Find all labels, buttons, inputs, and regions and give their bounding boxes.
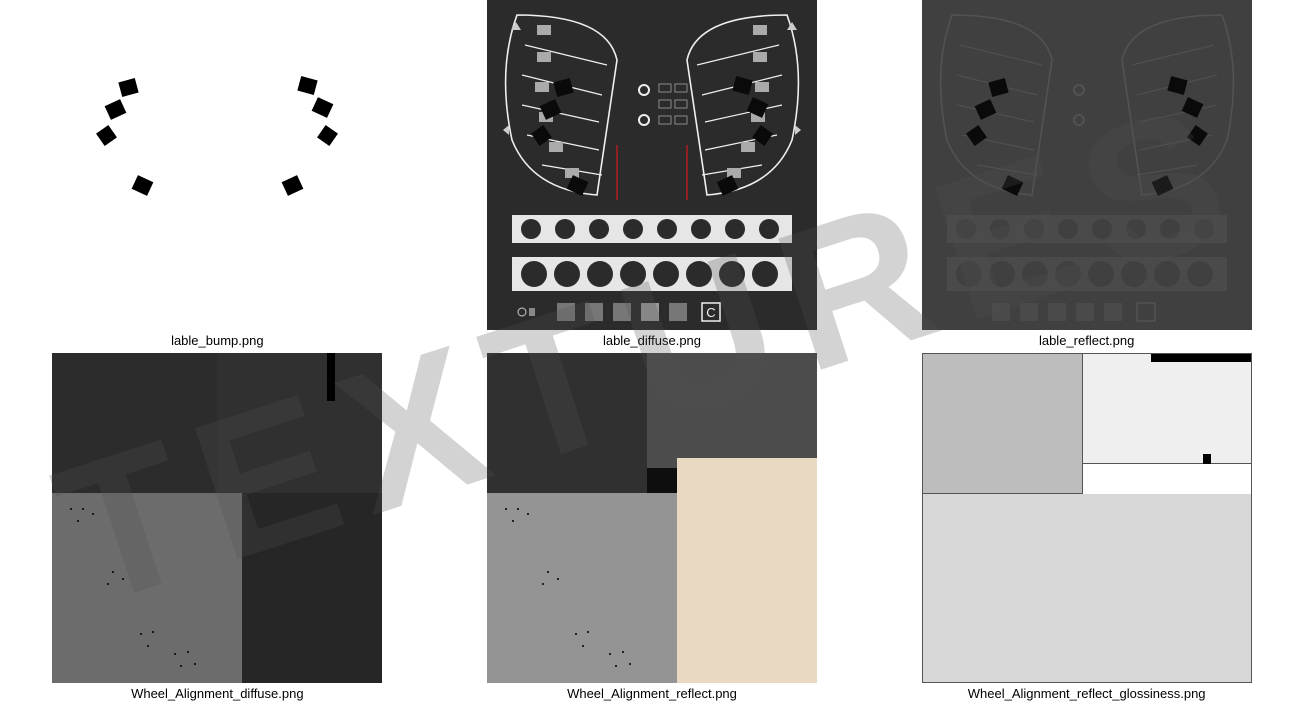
svg-text:C: C <box>706 305 715 320</box>
thumb-lable-diffuse: C <box>487 0 817 330</box>
wa-d-panel-tr <box>217 353 382 493</box>
wa-r-panel-br <box>677 458 817 683</box>
speckle <box>615 665 617 667</box>
cell-wa-diffuse: Wheel_Alignment_diffuse.png <box>0 353 435 705</box>
speckle <box>575 633 577 635</box>
caption-wa-gloss: Wheel_Alignment_reflect_glossiness.png <box>968 686 1206 701</box>
caption-lable-diffuse: lable_diffuse.png <box>603 333 701 348</box>
diffuse-svg: C <box>487 0 817 330</box>
wa-g-whitestrip <box>1083 464 1252 494</box>
thumb-wa-reflect <box>487 353 817 683</box>
cell-lable-diffuse: C lable_diffuse.png <box>435 0 870 353</box>
speckle <box>609 653 611 655</box>
wa-g-panel-tr <box>1083 354 1252 464</box>
speckle <box>505 508 507 510</box>
bump-key-square <box>132 175 154 196</box>
thumb-lable-reflect <box>922 0 1252 330</box>
bump-key-square <box>96 125 117 146</box>
speckle <box>622 651 624 653</box>
speckle <box>582 645 584 647</box>
cell-wa-gloss: Wheel_Alignment_reflect_glossiness.png <box>869 353 1304 705</box>
caption-wa-diffuse: Wheel_Alignment_diffuse.png <box>131 686 304 701</box>
cell-lable-bump: lable_bump.png <box>0 0 435 353</box>
wa-g-panel-b <box>923 494 1252 683</box>
caption-lable-reflect: lable_reflect.png <box>1039 333 1134 348</box>
speckle <box>527 513 529 515</box>
bump-key-square <box>312 97 334 118</box>
wa-d-panel-bl <box>52 493 242 683</box>
wa-d-panel-br <box>242 493 382 683</box>
speckle <box>587 631 589 633</box>
speckle <box>557 578 559 580</box>
caption-lable-bump: lable_bump.png <box>171 333 264 348</box>
thumb-wa-diffuse <box>52 353 382 683</box>
bump-key-square <box>317 125 338 146</box>
reflect-svg <box>922 0 1252 330</box>
speckle <box>512 520 514 522</box>
bump-key-square <box>298 76 318 95</box>
wa-r-panel-tl <box>487 353 647 493</box>
bump-key-square <box>282 175 304 196</box>
cell-lable-reflect: lable_reflect.png <box>869 0 1304 353</box>
texture-grid: lable_bump.png <box>0 0 1304 705</box>
wa-d-blackbar <box>327 353 335 401</box>
speckle <box>629 663 631 665</box>
wa-r-panel-bl <box>487 493 677 683</box>
caption-wa-reflect: Wheel_Alignment_reflect.png <box>567 686 737 701</box>
thumb-lable-bump <box>52 0 382 330</box>
speckle <box>517 508 519 510</box>
bump-key-square <box>119 78 139 97</box>
wa-g-panel-tl <box>923 354 1083 494</box>
thumb-wa-gloss <box>922 353 1252 683</box>
speckle <box>542 583 544 585</box>
speckle <box>547 571 549 573</box>
wa-g-blacktop <box>1151 354 1252 362</box>
bump-key-square <box>105 99 127 120</box>
wa-d-panel-tl <box>52 353 217 493</box>
wa-r-panel-tr <box>647 353 817 468</box>
cell-wa-reflect: Wheel_Alignment_reflect.png <box>435 353 870 705</box>
